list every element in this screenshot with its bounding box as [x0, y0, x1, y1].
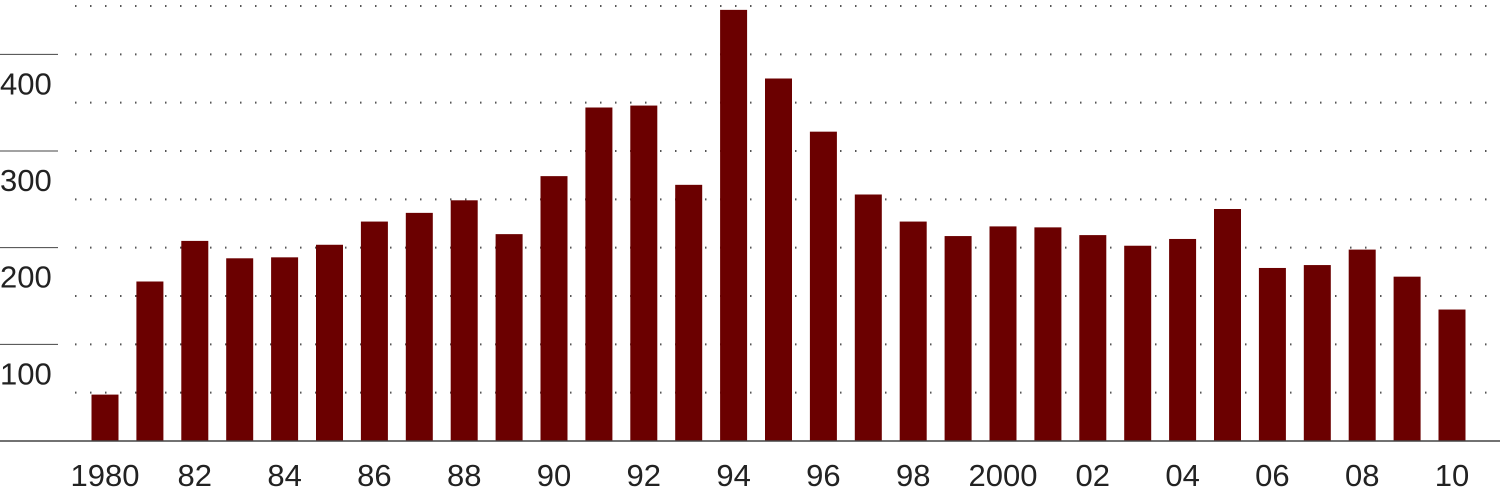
y-tick-label: 100	[0, 356, 52, 391]
bar	[450, 200, 478, 441]
bar	[226, 258, 254, 441]
bar	[1034, 227, 1062, 441]
x-tick-label: 04	[1165, 458, 1199, 493]
x-tick-label: 92	[627, 458, 661, 493]
y-tick-label: 400	[0, 66, 52, 101]
x-tick-label: 90	[537, 458, 571, 493]
bar	[585, 107, 613, 441]
y-tick-label: 200	[0, 260, 52, 295]
bar	[1348, 249, 1376, 441]
bar	[181, 240, 209, 441]
x-tick-label: 98	[896, 458, 930, 493]
bar	[675, 184, 703, 442]
bar	[944, 236, 972, 441]
x-tick-label: 08	[1345, 458, 1379, 493]
x-tick-label: 96	[806, 458, 840, 493]
x-tick-label: 2000	[969, 458, 1038, 493]
bar	[316, 244, 343, 441]
bar	[91, 394, 119, 441]
bar	[495, 234, 523, 441]
bar	[1214, 209, 1241, 441]
x-tick-label: 88	[447, 458, 481, 493]
bar	[1079, 235, 1107, 441]
bar	[360, 221, 388, 441]
bar	[271, 257, 299, 441]
bar	[540, 176, 568, 441]
x-tick-label: 06	[1255, 458, 1289, 493]
x-tick-label: 02	[1076, 458, 1110, 493]
bar	[405, 212, 433, 441]
x-tick-label: 86	[357, 458, 391, 493]
bar	[854, 194, 882, 441]
bar	[1124, 245, 1152, 441]
bar	[630, 105, 658, 442]
bar	[1169, 238, 1197, 441]
x-tick-label: 82	[178, 458, 212, 493]
bar	[1393, 276, 1421, 441]
bar	[136, 281, 164, 441]
x-tick-label: 94	[716, 458, 750, 493]
bar	[989, 226, 1017, 441]
bar	[720, 9, 748, 441]
bar	[809, 131, 837, 441]
x-tick-label: 84	[267, 458, 301, 493]
y-tick-label: 300	[0, 163, 52, 198]
bar	[1438, 309, 1466, 441]
bar	[899, 221, 927, 441]
x-tick-label: 10	[1435, 458, 1469, 493]
bar	[1258, 267, 1286, 441]
x-tick-label: 1980	[71, 458, 140, 493]
bar	[765, 78, 792, 441]
bar	[1303, 265, 1331, 441]
